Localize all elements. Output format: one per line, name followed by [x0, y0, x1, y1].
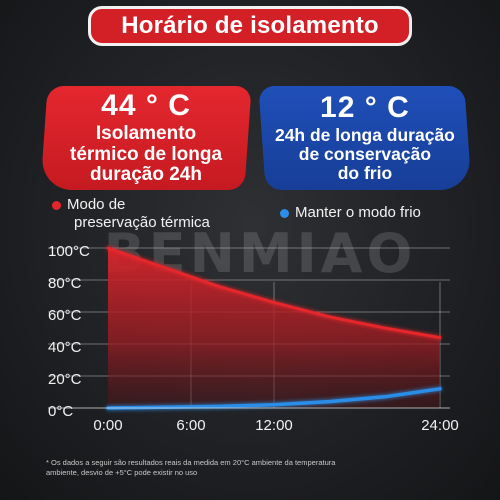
y-tick-label: 40°C — [48, 339, 82, 356]
footnote: * Os dados a seguir são resultados reais… — [46, 458, 336, 478]
y-tick-label: 20°C — [48, 371, 82, 388]
legend-dot-hot — [52, 200, 61, 210]
legend-dot-cold — [280, 208, 289, 218]
legend-item-hot: Modo de preservação térmica — [52, 196, 252, 232]
y-tick-label: 100°C — [48, 243, 90, 260]
y-tick-label: 60°C — [48, 307, 82, 324]
x-tick-label: 12:00 — [255, 417, 293, 434]
series-area-hot — [108, 248, 440, 408]
y-tick-label: 0°C — [48, 403, 73, 420]
legend-item-cold: Manter o modo frio — [280, 204, 421, 221]
legend-label-hot-line2: preservação térmica — [74, 214, 210, 231]
series-line-cold — [106, 387, 442, 410]
x-tick-label: 24:00 — [421, 417, 459, 434]
y-tick-label: 80°C — [48, 275, 82, 292]
page-title: Horário de isolamento — [88, 6, 412, 46]
x-tick-label: 0:00 — [93, 417, 122, 434]
series-line-hot — [106, 246, 442, 340]
legend-label-cold: Manter o modo frio — [295, 204, 421, 221]
x-tick-label: 6:00 — [176, 417, 205, 434]
legend-label-hot: Modo de — [67, 196, 126, 213]
